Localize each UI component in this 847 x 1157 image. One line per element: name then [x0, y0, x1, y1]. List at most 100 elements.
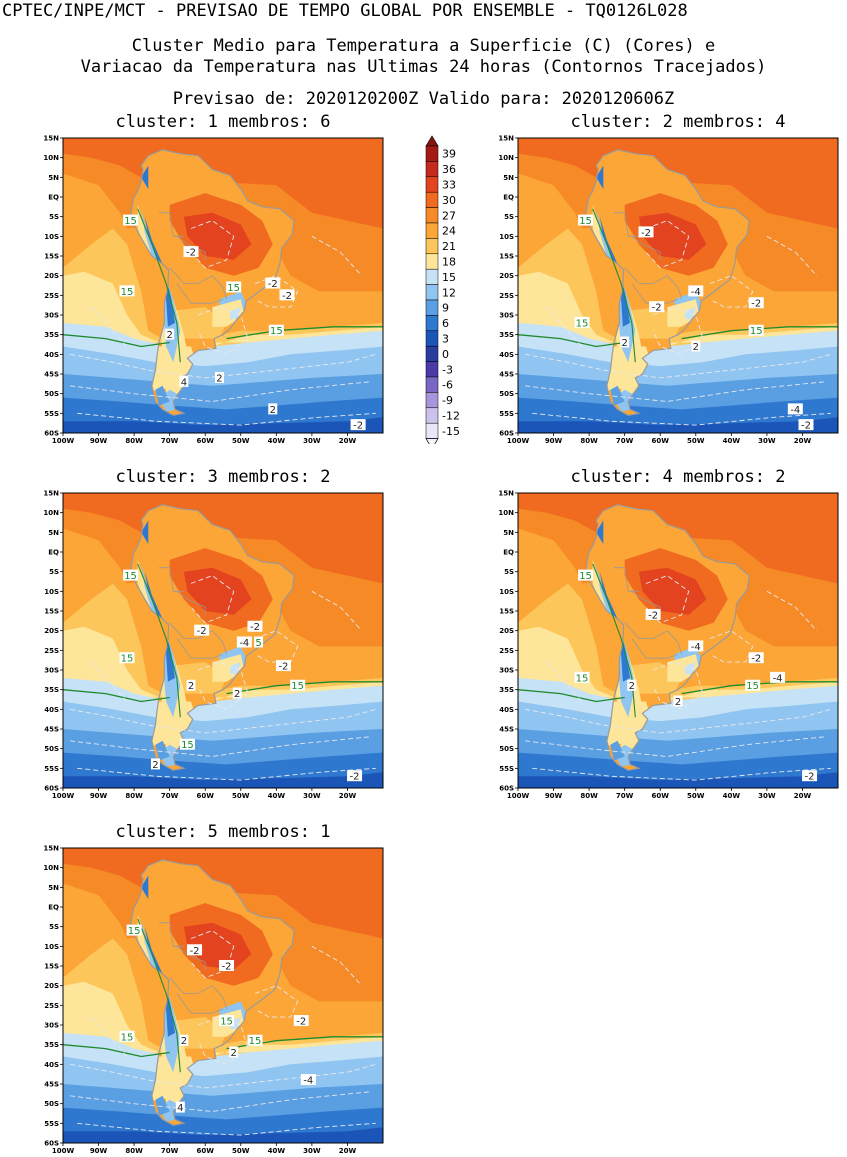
colorbar-label: 33	[442, 179, 456, 192]
contour-label-box	[229, 1046, 239, 1058]
lat-tick-label: 15S	[499, 253, 514, 261]
colorbar-label: 36	[442, 163, 456, 176]
contour-label-box	[748, 652, 764, 664]
colorbar-bottom-arrow	[425, 438, 439, 450]
colorbar-label: 3	[442, 333, 449, 346]
colorbar-swatch	[425, 315, 439, 332]
panel-title-1: cluster: 1 membros: 6	[115, 112, 331, 132]
lat-tick-label: 15N	[43, 490, 59, 498]
contour-label: 15	[576, 673, 589, 684]
contour-label-box	[745, 679, 761, 691]
contour-label: -2	[222, 962, 232, 973]
lat-tick-label: 5N	[503, 529, 514, 537]
contour-label-box	[183, 246, 199, 258]
colorbar-swatch	[425, 145, 439, 162]
contour-label: 2	[234, 689, 240, 700]
lat-tick-label: 60S	[44, 1140, 59, 1148]
lat-tick-label: 5N	[48, 174, 59, 182]
lat-tick-label: 30S	[44, 312, 59, 320]
contour-label-box	[119, 652, 135, 664]
colorbar-label: 21	[442, 240, 456, 253]
colorbar-label: 6	[442, 317, 449, 330]
lat-tick-label: 10N	[43, 864, 59, 872]
contour-label-box	[194, 624, 210, 636]
lat-tick-label: 45S	[44, 726, 59, 734]
colorbar-top-arrow	[425, 135, 439, 147]
contour-label: 2	[188, 681, 194, 692]
contour-label-box	[247, 1034, 263, 1046]
lon-tick-label: 60W	[651, 437, 669, 445]
lon-tick-label: 60W	[196, 437, 214, 445]
contour-label: 15	[291, 681, 304, 692]
lon-tick-label: 60W	[651, 792, 669, 800]
panel-title-5: cluster: 5 membros: 1	[115, 822, 331, 842]
contour-label: 4	[177, 1103, 183, 1114]
contour-label-box	[578, 214, 594, 226]
contour-label-box	[649, 301, 665, 313]
lat-tick-label: 30S	[499, 667, 514, 675]
contour-label-box	[748, 297, 764, 309]
lat-tick-label: 10S	[44, 588, 59, 596]
contour-label-box	[688, 640, 704, 652]
header-line-1: CPTEC/INPE/MCT - PREVISAO DE TEMPO GLOBA…	[2, 1, 688, 21]
lat-tick-label: 45S	[499, 371, 514, 379]
lat-tick-label: 10S	[44, 943, 59, 951]
contour-label: -2	[801, 421, 811, 432]
contour-label-box	[179, 375, 189, 387]
contour-label: -2	[268, 279, 278, 290]
contour-label-box	[279, 289, 295, 301]
lat-tick-label: 5S	[49, 568, 59, 576]
lon-tick-label: 90W	[90, 792, 108, 800]
lat-tick-label: 10N	[498, 509, 514, 517]
lat-tick-label: 55S	[44, 1120, 59, 1128]
contour-label: -2	[751, 654, 761, 665]
lat-tick-label: 35S	[499, 331, 514, 339]
lat-tick-label: 45S	[44, 371, 59, 379]
lon-tick-label: 20W	[794, 792, 812, 800]
header-line-2: Cluster Medio para Temperatura a Superfi…	[131, 36, 716, 56]
lat-tick-label: 40S	[44, 1061, 59, 1069]
lat-tick-label: 10N	[43, 509, 59, 517]
map-panel-cluster-4: 15 -2 -4 -2 -4 15 15 2 2 -2 15N 10N 5N EQ 5S 10S 15S 20S 2…	[485, 490, 845, 801]
lat-tick-label: 15S	[499, 608, 514, 616]
colorbar-swatch	[425, 191, 439, 208]
lon-tick-label: 50W	[232, 792, 250, 800]
lat-tick-label: 20S	[499, 627, 514, 635]
lat-tick-label: 60S	[44, 430, 59, 438]
lat-tick-label: 5N	[503, 174, 514, 182]
lat-tick-label: 20S	[44, 627, 59, 635]
lon-tick-label: 80W	[125, 792, 143, 800]
colorbar-swatch	[425, 268, 439, 285]
lon-tick-label: 90W	[90, 1147, 108, 1155]
lon-tick-label: 20W	[794, 437, 812, 445]
contour-label: 15	[270, 326, 283, 337]
lon-tick-label: 20W	[339, 437, 357, 445]
lat-tick-label: EQ	[503, 194, 514, 202]
contour-label-box	[219, 1015, 235, 1027]
contour-label-box	[226, 281, 242, 293]
contour-label-box	[673, 695, 683, 707]
contour-label-box	[232, 687, 242, 699]
contour-label-box	[290, 679, 306, 691]
lat-tick-label: EQ	[48, 194, 59, 202]
contour-label-box	[254, 636, 264, 648]
lat-tick-label: 15S	[44, 608, 59, 616]
contour-label-box	[219, 960, 235, 971]
contour-label: 2	[675, 697, 681, 708]
header-line-4: Previsao de: 2020120200Z Valido para: 20…	[172, 89, 675, 109]
colorbar-swatch	[425, 361, 439, 378]
lat-tick-label: 60S	[499, 785, 514, 793]
lon-tick-label: 80W	[125, 1147, 143, 1155]
lon-tick-label: 100W	[52, 437, 75, 445]
lat-tick-label: 55S	[499, 410, 514, 418]
colorbar-label: 18	[442, 256, 456, 269]
lat-tick-label: EQ	[48, 549, 59, 557]
lat-tick-label: 35S	[44, 686, 59, 694]
colorbar-label: -12	[442, 410, 460, 423]
lat-tick-label: 5S	[504, 213, 514, 221]
colorbar-legend: 39 36 33 30 27 24 21 18 15 12 9 6 3 0 -3 -6 -9 -12 -15	[422, 134, 462, 450]
contour-label-box	[638, 226, 654, 238]
lon-tick-label: 80W	[580, 437, 598, 445]
lat-tick-label: 5S	[49, 213, 59, 221]
contour-label: -2	[652, 303, 662, 314]
